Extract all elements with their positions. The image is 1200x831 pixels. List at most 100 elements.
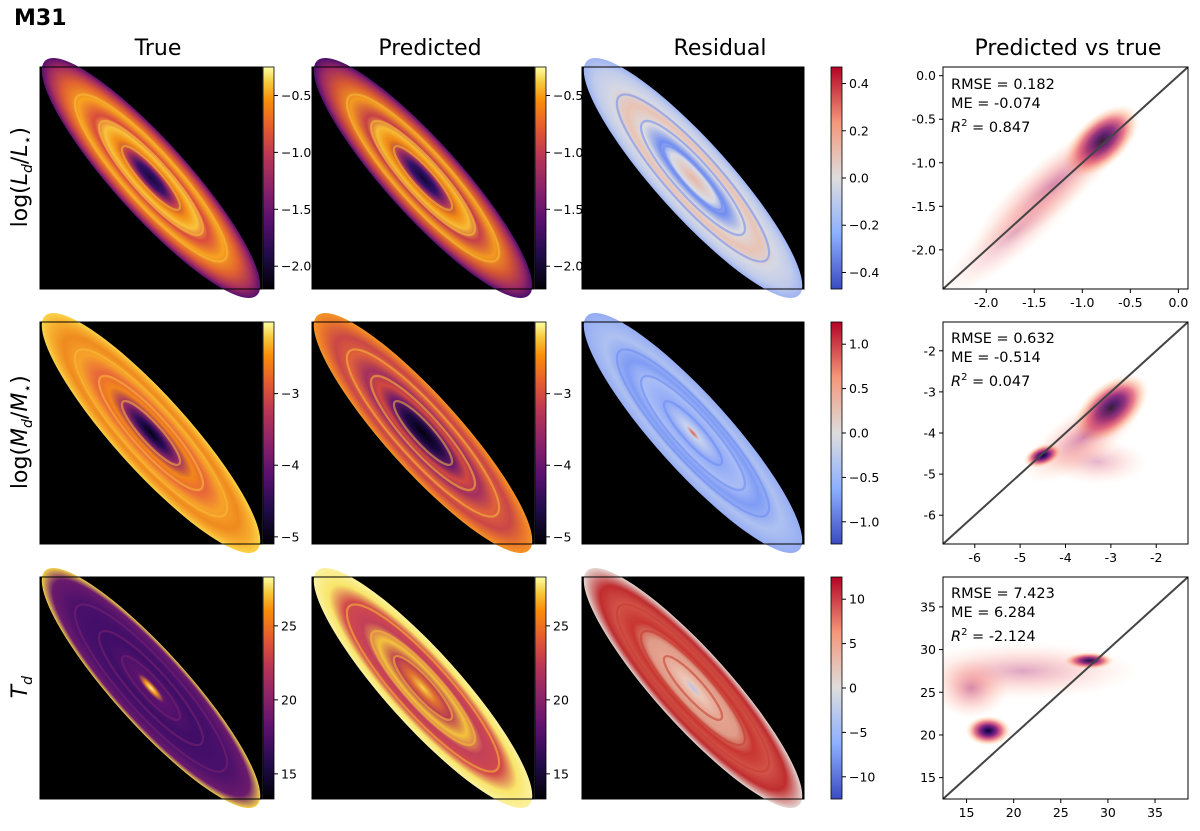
map-panel-pred: −0.5 −1.0 −1.5 −2.0 [311, 58, 583, 298]
x-tick-label: 25 [1053, 805, 1069, 820]
y-tick-label: 20 [920, 727, 936, 742]
x-tick-label: -2.0 [974, 295, 998, 310]
galaxy-disk [313, 58, 533, 298]
map-frame [581, 321, 805, 545]
colorbar-tick-label: 0.0 [849, 171, 869, 186]
rmse-label: RMSE = 0.182 [951, 77, 1055, 93]
r2-label: R2 = 0.047 [951, 372, 1031, 390]
x-tick-label: 0.0 [1168, 295, 1188, 310]
y-tick-label: -1.5 [912, 199, 936, 214]
galaxy-ellipse [313, 58, 533, 298]
map-frame [311, 576, 535, 800]
spiral-arm [369, 629, 477, 747]
colorbar-tick-label: 15 [553, 766, 569, 781]
colorbar-tick-label: −0.5 [849, 470, 879, 485]
colorbar-tick-label: −0.5 [281, 88, 311, 103]
colorbar [262, 66, 275, 290]
colorbar-tick-label: 0.5 [849, 381, 869, 396]
colorbar [534, 576, 547, 800]
column-title-predicted-vs-true: Predicted vs true [974, 36, 1162, 61]
spiral-arm [369, 119, 477, 237]
spiral-arm [345, 93, 501, 263]
me-label: ME = 6.284 [951, 605, 1036, 621]
spiral-arm [97, 629, 205, 747]
colorbar-tick-label: 10 [849, 592, 865, 607]
identity-line [943, 577, 1188, 799]
map-panel-resid: 0.4 0.2 0.0 −0.2 −0.4 [581, 58, 879, 298]
density-blob [943, 168, 1090, 289]
spiral-arm [662, 399, 724, 467]
y-tick-label: -0.5 [912, 112, 936, 127]
y-tick-label: -5 [924, 467, 936, 482]
colorbar-tick-label: −3 [281, 386, 299, 401]
galaxy-disk [313, 568, 533, 808]
density-area [943, 67, 1188, 289]
spiral-arm [73, 603, 229, 773]
map-panel-true: −3 −4 −5 [39, 313, 299, 553]
y-tick-label: -6 [924, 508, 937, 523]
spiral-arm [615, 93, 771, 263]
x-tick-label: -4 [1059, 550, 1072, 565]
map-frame [39, 66, 263, 290]
galaxy-ellipse [583, 568, 803, 808]
colorbar-tick-label: −5 [849, 725, 867, 740]
spiral-arm [639, 374, 747, 492]
identity-line [943, 322, 1188, 544]
colorbar-tick-label: 25 [553, 618, 569, 633]
spiral-arm [662, 654, 724, 722]
colorbar-tick-label: −2.0 [553, 259, 583, 274]
colorbar-tick-label: −1.5 [281, 202, 311, 217]
colorbar-tick-label: −0.5 [553, 88, 583, 103]
identity-line [943, 67, 1188, 289]
stats-row3: RMSE = 7.423 ME = 6.284 R2 = -2.124 [951, 585, 1055, 647]
spiral-arm [345, 603, 501, 773]
colorbar-tick-label: 1.0 [849, 337, 869, 352]
map-frame [581, 66, 805, 290]
galaxy-ellipse [313, 313, 533, 553]
x-tick-label: 20 [1006, 805, 1022, 820]
galaxy-disk [583, 58, 803, 298]
y-tick-label: -3 [924, 384, 936, 399]
spiral-arm [73, 93, 229, 263]
spiral-arm [392, 399, 454, 467]
column-title-residual: Residual [673, 36, 767, 61]
map-panel-pred: 25 20 15 [311, 568, 569, 808]
rmse-label: RMSE = 0.632 [951, 331, 1055, 347]
galaxy-ellipse [583, 58, 803, 298]
colorbar-tick-label: −1.0 [849, 514, 879, 529]
spiral-arm [73, 348, 229, 518]
density-area [943, 322, 1188, 544]
figure-title: M31 [14, 6, 67, 31]
map-panel-resid: 10 5 0 −5 −10 [581, 568, 875, 808]
plot-frame [942, 66, 1189, 290]
density-panel: -6 -5 -4 -3 -2 -2 -3 -4 -5 -6 [924, 321, 1189, 565]
x-tick-label: 35 [1147, 805, 1163, 820]
galaxy-disk [41, 568, 261, 808]
colorbar-tick-label: 25 [281, 618, 297, 633]
colorbar-tick-label: 5 [849, 636, 857, 651]
colorbar-tick-label: −4 [281, 458, 299, 473]
spiral-arm [345, 348, 501, 518]
spiral-arm [662, 144, 724, 212]
galaxy-ellipse [313, 568, 533, 808]
x-tick-label: -3 [1105, 550, 1117, 565]
galaxy-ellipse [583, 313, 803, 553]
galaxy-ellipse [41, 58, 261, 298]
colorbar [830, 576, 843, 800]
spiral-arm [97, 119, 205, 237]
colorbar-tick-label: 0.4 [849, 76, 869, 91]
colorbar-tick-label: 0 [849, 681, 857, 696]
galaxy-disk [41, 313, 261, 553]
galaxy-ellipse [41, 313, 261, 553]
spiral-arm [369, 374, 477, 492]
colorbar-tick-label: −10 [849, 769, 875, 784]
x-tick-label: 15 [959, 805, 975, 820]
y-tick-label: 30 [920, 642, 936, 657]
colorbar [830, 66, 843, 290]
galaxy-ellipse [41, 568, 261, 808]
stats-row1: RMSE = 0.182 ME = -0.074 R2 = 0.847 [951, 76, 1055, 138]
colorbar-tick-label: −0.2 [849, 218, 879, 233]
colorbar [262, 576, 275, 800]
spiral-arm [97, 374, 205, 492]
colorbar [830, 321, 843, 545]
